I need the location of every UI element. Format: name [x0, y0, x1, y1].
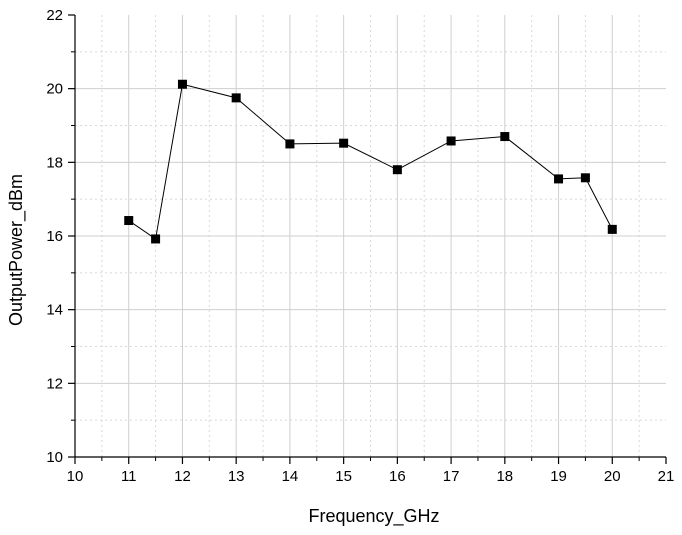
data-point: [124, 216, 134, 226]
x-tick-label: 12: [174, 468, 191, 485]
data-point: [231, 93, 241, 103]
x-tick-label: 15: [335, 468, 352, 485]
data-point: [554, 174, 564, 184]
y-tick-label: 14: [46, 302, 63, 319]
data-point: [285, 139, 295, 149]
x-tick-label: 18: [496, 468, 513, 485]
x-tick-label: 10: [67, 468, 84, 485]
data-point: [151, 234, 161, 244]
y-tick-label: 12: [46, 375, 63, 392]
y-tick-label: 20: [46, 81, 63, 98]
data-point: [580, 173, 590, 183]
x-tick-label: 20: [604, 468, 621, 485]
data-point: [446, 136, 456, 146]
x-tick-label: 11: [121, 468, 137, 485]
data-point: [177, 79, 187, 89]
data-point: [500, 132, 510, 142]
x-tick-label: 16: [389, 468, 406, 485]
axes: 10 11 12 13 14 15 16 17 18 19 20 21 10 12 14 16 18 20 22: [46, 7, 674, 485]
y-tick-label: 22: [46, 7, 63, 24]
y-tick-label: 10: [46, 449, 63, 466]
data-point: [607, 224, 617, 234]
x-tick-label: 14: [282, 468, 299, 485]
series-layer: [124, 79, 617, 244]
x-tick-label: 13: [228, 468, 245, 485]
data-point: [339, 138, 349, 148]
y-axis-title: OutputPower_dBm: [6, 174, 27, 326]
y-tick-label: 16: [46, 228, 63, 245]
x-tick-label: 17: [443, 468, 460, 485]
grid: [75, 15, 666, 457]
y-tick-label: 18: [46, 154, 63, 171]
data-point: [392, 165, 402, 175]
x-tick-label: 19: [550, 468, 567, 485]
x-tick-label: 21: [658, 468, 675, 485]
x-axis-title: Frequency_GHz: [308, 506, 439, 527]
